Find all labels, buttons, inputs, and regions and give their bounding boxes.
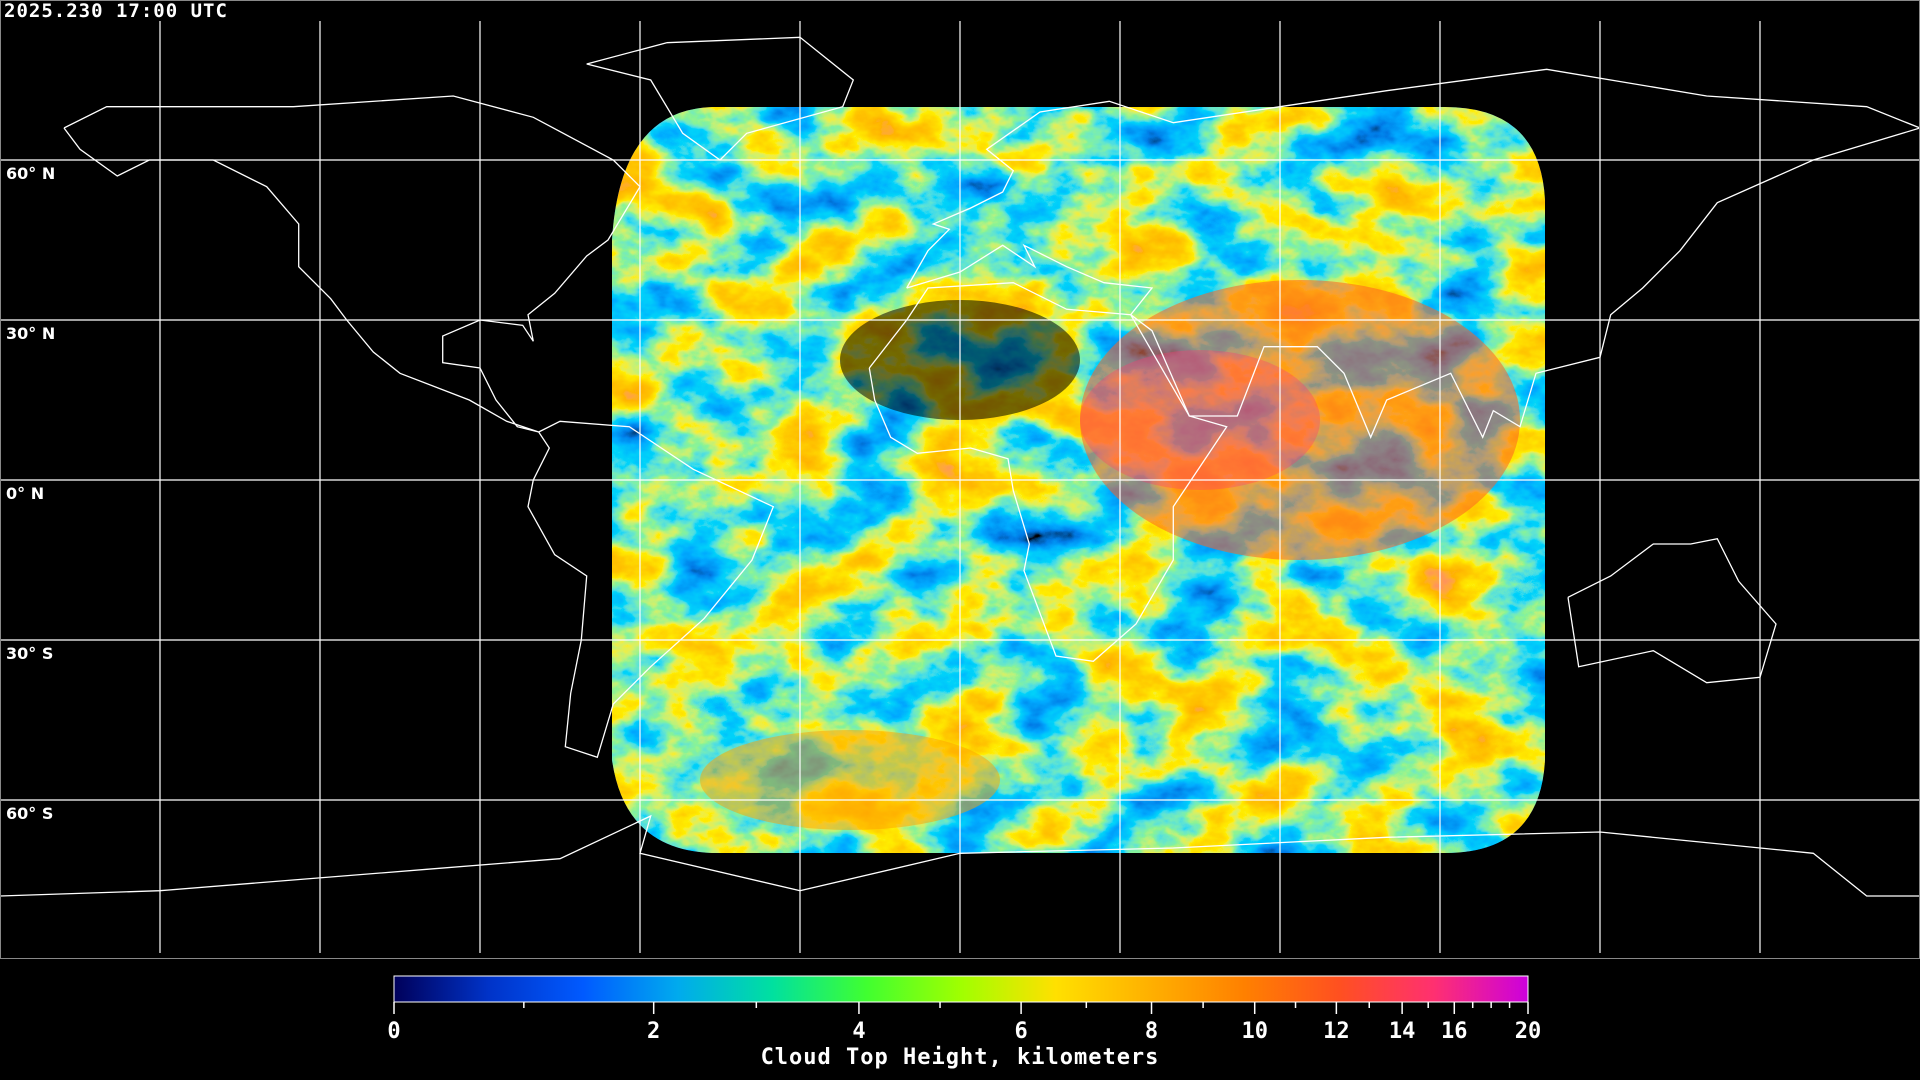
world-map [0, 0, 1920, 960]
latitude-label: 60° N [6, 164, 56, 183]
latitude-label: 60° S [6, 804, 54, 823]
coastline [586, 36, 855, 161]
colorbar-tick-label: 4 [852, 1019, 865, 1044]
colorbar-gradient [393, 975, 1529, 1003]
colorbar-title: Cloud Top Height, kilometers [760, 1045, 1160, 1070]
colorbar-tick-label: 0 [387, 1019, 400, 1044]
colorbar-scale: 0 2 4 6 8 10 12 14 16 20 [387, 975, 1542, 1044]
timestamp: 2025.230 17:00 UTC [4, 0, 228, 22]
colorbar-tick-label: 8 [1145, 1019, 1158, 1044]
coastline [527, 420, 775, 759]
coastline [868, 282, 1228, 662]
colorbar: 0 2 4 6 8 10 12 14 16 20 Cloud Top Height, kilome… [0, 960, 1920, 1080]
colorbar-tick-label: 12 [1323, 1019, 1350, 1044]
colorbar-tick-label: 14 [1389, 1019, 1416, 1044]
colorbar-tick-label: 20 [1515, 1019, 1542, 1044]
latitude-label: 0° N [6, 484, 45, 503]
latitude-label: 30° S [6, 644, 54, 663]
colorbar-tick-label: 16 [1441, 1019, 1468, 1044]
colorbar-tick-label: 6 [1014, 1019, 1027, 1044]
latitude-label: 30° N [6, 324, 56, 343]
graticule [0, 21, 1920, 953]
coastline [0, 814, 1920, 897]
colorbar-tick-label: 10 [1241, 1019, 1268, 1044]
coastline [1567, 537, 1777, 684]
colorbar-tick-label: 2 [647, 1019, 660, 1044]
